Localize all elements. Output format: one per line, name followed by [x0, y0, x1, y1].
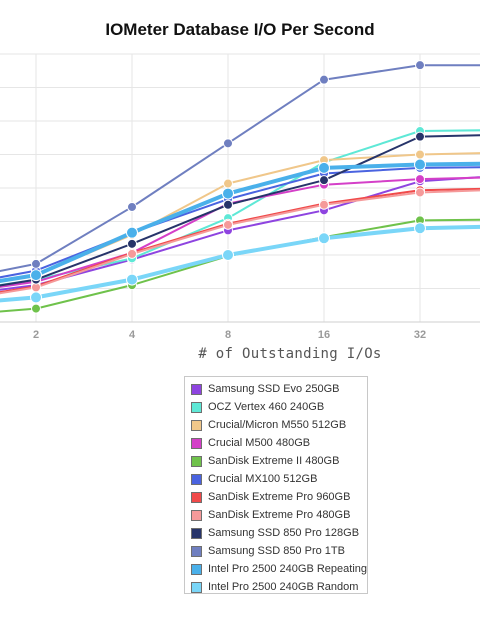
- series: [0, 222, 480, 304]
- legend-label: Intel Pro 2500 240GB Random: [208, 581, 359, 593]
- series: [0, 187, 480, 295]
- data-point: [222, 187, 234, 200]
- legend-swatch: [191, 401, 202, 413]
- legend-item: Samsung SSD 850 Pro 128GB: [185, 524, 367, 542]
- data-point: [319, 175, 329, 186]
- legend-item: Intel Pro 2500 240GB Random: [185, 578, 367, 596]
- data-point: [31, 303, 41, 314]
- line-chart-plot: 2 4 8 16 32: [0, 53, 480, 340]
- legend-swatch: [191, 581, 202, 593]
- legend-swatch: [191, 563, 202, 575]
- x-tick-label: 32: [414, 329, 426, 340]
- data-point: [415, 174, 425, 185]
- series-line: [0, 218, 480, 313]
- x-tick-label: 8: [225, 329, 231, 340]
- legend-item: Crucial MX100 512GB: [185, 470, 367, 488]
- series: [0, 158, 480, 283]
- legend-item: Samsung SSD Evo 250GB: [185, 380, 367, 398]
- legend-label: OCZ Vertex 460 240GB: [208, 401, 325, 413]
- data-point: [222, 249, 234, 261]
- legend-label: Samsung SSD 850 Pro 1TB: [208, 545, 345, 557]
- legend-swatch: [191, 527, 202, 539]
- series: [0, 60, 480, 273]
- data-point: [126, 273, 138, 286]
- grid: [0, 53, 480, 323]
- data-point: [319, 74, 329, 85]
- data-point: [415, 149, 425, 160]
- series: [0, 162, 480, 279]
- legend-label: SanDisk Extreme II 480GB: [208, 455, 340, 467]
- series-line: [0, 176, 480, 291]
- data-point: [223, 178, 233, 189]
- legend-label: Samsung SSD Evo 250GB: [208, 383, 340, 395]
- legend-swatch: [191, 455, 202, 467]
- legend-item: Samsung SSD 850 Pro 1TB: [185, 542, 367, 560]
- data-point: [223, 138, 233, 149]
- data-point: [415, 187, 425, 198]
- x-tick-label: 4: [129, 329, 136, 340]
- data-point: [127, 238, 137, 249]
- series: [0, 185, 480, 294]
- legend-item: OCZ Vertex 460 240GB: [185, 398, 367, 416]
- data-point: [318, 232, 330, 245]
- legend-label: Intel Pro 2500 240GB Repeating: [208, 563, 368, 575]
- legend-label: SanDisk Extreme Pro 960GB: [208, 491, 351, 503]
- x-axis-label: # of Outstanding I/Os: [198, 346, 382, 362]
- legend-label: Crucial M500 480GB: [208, 437, 311, 449]
- legend-label: Crucial MX100 512GB: [208, 473, 318, 485]
- data-point: [223, 199, 233, 210]
- data-point: [414, 222, 426, 235]
- data-point: [30, 269, 42, 282]
- chart-title: IOMeter Database I/O Per Second: [105, 20, 375, 39]
- data-point: [30, 291, 42, 304]
- data-point: [223, 219, 233, 230]
- legend-swatch: [191, 545, 202, 557]
- data-point: [414, 158, 426, 171]
- legend-item: SanDisk Extreme II 480GB: [185, 452, 367, 470]
- series: [0, 126, 480, 287]
- legend-swatch: [191, 383, 202, 395]
- legend-swatch: [191, 437, 202, 449]
- data-point: [415, 131, 425, 142]
- legend-label: Samsung SSD 850 Pro 128GB: [208, 527, 360, 539]
- data-point: [31, 258, 41, 269]
- legend-item: SanDisk Extreme Pro 480GB: [185, 506, 367, 524]
- legend-item: Intel Pro 2500 240GB Repeating: [185, 560, 367, 578]
- x-tick-label: 16: [318, 329, 330, 340]
- data-point: [415, 60, 425, 71]
- data-point: [127, 248, 137, 259]
- legend-label: Crucial/Micron M550 512GB: [208, 419, 347, 431]
- legend-swatch: [191, 419, 202, 431]
- legend-swatch: [191, 509, 202, 521]
- data-point: [126, 226, 138, 239]
- legend-item: Crucial/Micron M550 512GB: [185, 416, 367, 434]
- series-line: [0, 64, 480, 273]
- legend-swatch: [191, 491, 202, 503]
- chart-legend: Samsung SSD Evo 250GB OCZ Vertex 460 240G…: [184, 376, 368, 594]
- legend-item: SanDisk Extreme Pro 960GB: [185, 488, 367, 506]
- data-point: [127, 201, 137, 212]
- x-tick-label: 2: [33, 329, 39, 340]
- legend-swatch: [191, 473, 202, 485]
- data-point: [319, 199, 329, 210]
- series-line: [0, 187, 480, 294]
- series: [0, 176, 480, 291]
- legend-item: Crucial M500 480GB: [185, 434, 367, 452]
- data-point: [318, 161, 330, 174]
- series-line: [0, 189, 480, 295]
- legend-label: SanDisk Extreme Pro 480GB: [208, 509, 351, 521]
